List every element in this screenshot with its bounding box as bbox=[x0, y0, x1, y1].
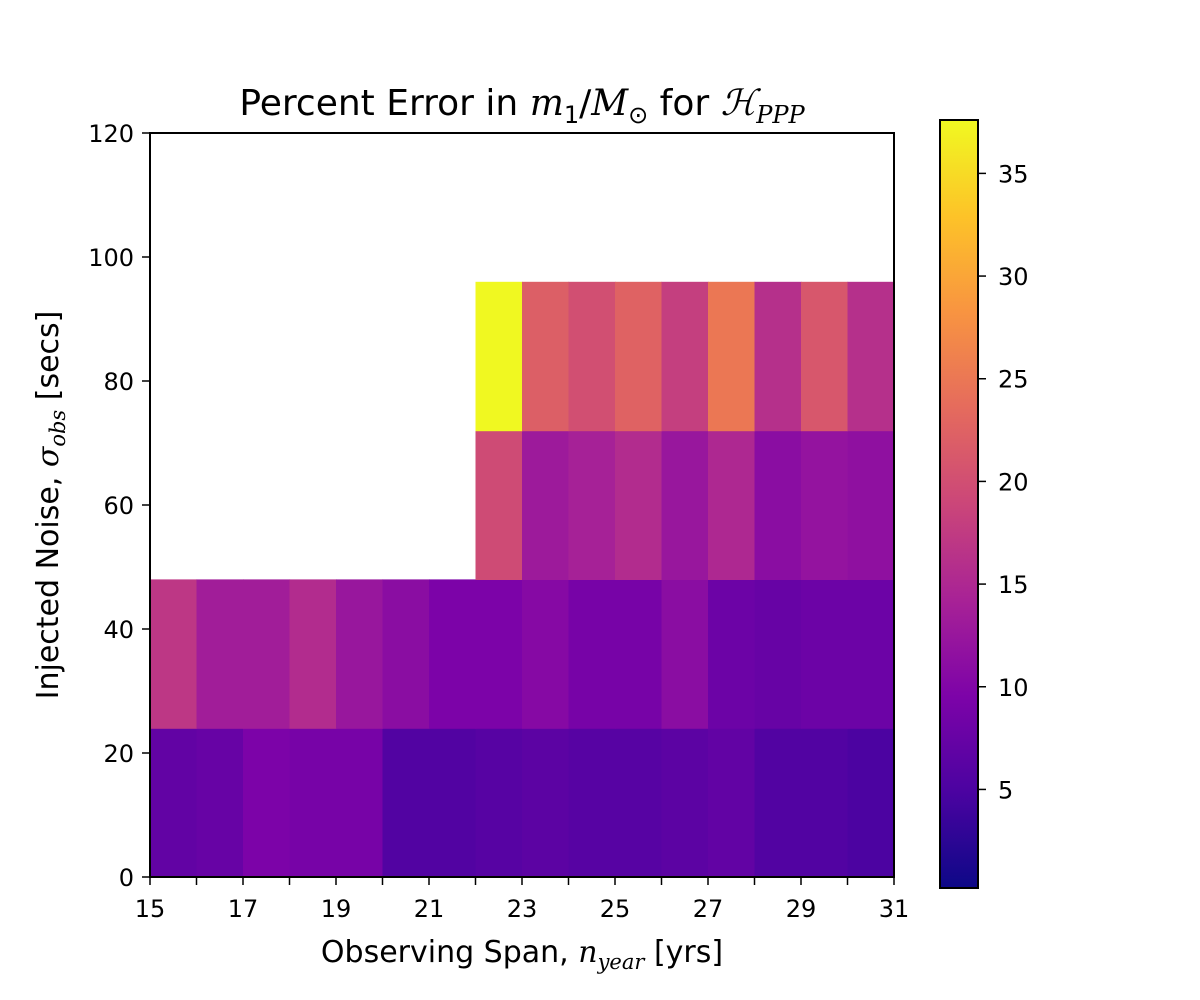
heatmap-cell-r0-c7 bbox=[475, 728, 523, 878]
heatmap-cell-r3-c3 bbox=[615, 281, 663, 432]
heatmap-cell-r2-c7 bbox=[801, 430, 849, 580]
x-tick-label: 27 bbox=[693, 895, 724, 923]
heatmap-cell-r3-c2 bbox=[568, 281, 616, 432]
y-axis-label: Injected Noise, σobs [secs] bbox=[31, 311, 70, 700]
colorbar-ticks: 5 10 15 20 25 30 35 bbox=[978, 160, 1029, 804]
heatmap-cell-r3-c5 bbox=[708, 281, 756, 432]
x-tick-label: 17 bbox=[228, 895, 259, 923]
y-tick-label: 0 bbox=[119, 864, 134, 892]
heatmap-cell-r1-c7 bbox=[475, 579, 523, 729]
heatmap-cell-r3-c8 bbox=[847, 281, 895, 432]
heatmap-cell-r1-c1 bbox=[196, 579, 244, 729]
x-tick-label: 31 bbox=[879, 895, 910, 923]
x-tick-label: 25 bbox=[600, 895, 631, 923]
heatmap-cell-r3-c0 bbox=[475, 281, 523, 432]
heatmap-cell-r1-c10 bbox=[615, 579, 663, 729]
heatmap-cells bbox=[150, 281, 895, 878]
chart-title: Percent Error in m1/M⊙ for ℋPPP bbox=[239, 83, 805, 129]
heatmap-cell-r0-c3 bbox=[289, 728, 337, 878]
y-tick-label: 40 bbox=[103, 616, 134, 644]
heatmap-cell-r2-c1 bbox=[522, 430, 570, 580]
y-tick-label: 80 bbox=[103, 368, 134, 396]
heatmap-cell-r2-c6 bbox=[754, 430, 802, 580]
x-tick-label: 29 bbox=[786, 895, 817, 923]
colorbar-tick-label: 25 bbox=[998, 366, 1029, 394]
colorbar-tick-label: 15 bbox=[998, 571, 1029, 599]
y-tick-label: 20 bbox=[103, 740, 134, 768]
heatmap-cell-r3-c4 bbox=[661, 281, 709, 432]
x-tick-label: 15 bbox=[135, 895, 166, 923]
heatmap-cell-r1-c6 bbox=[429, 579, 477, 729]
heatmap-cell-r1-c3 bbox=[289, 579, 337, 729]
x-tick-label: 19 bbox=[321, 895, 352, 923]
heatmap-cell-r2-c2 bbox=[568, 430, 616, 580]
heatmap-cell-r1-c14 bbox=[801, 579, 849, 729]
heatmap-cell-r0-c10 bbox=[615, 728, 663, 878]
y-tick-label: 120 bbox=[88, 120, 134, 148]
colorbar-tick-label: 30 bbox=[998, 263, 1029, 291]
heatmap-cell-r0-c5 bbox=[382, 728, 430, 878]
heatmap-cell-r2-c5 bbox=[708, 430, 756, 580]
x-axis: 15 17 19 21 23 25 27 29 31 bbox=[135, 877, 910, 923]
heatmap-cell-r0-c4 bbox=[336, 728, 384, 878]
x-tick-label: 23 bbox=[507, 895, 538, 923]
colorbar bbox=[939, 119, 979, 889]
y-axis: 0 20 40 60 80 100 120 bbox=[88, 120, 150, 892]
colorbar-tick-label: 5 bbox=[998, 776, 1013, 804]
heatmap-cell-r0-c11 bbox=[661, 728, 709, 878]
colorbar-tick-label: 10 bbox=[998, 674, 1029, 702]
colorbar-tick-label: 20 bbox=[998, 468, 1029, 496]
x-tick-label: 21 bbox=[414, 895, 445, 923]
heatmap-cell-r2-c3 bbox=[615, 430, 663, 580]
heatmap-cell-r3-c7 bbox=[801, 281, 849, 432]
heatmap-cell-r1-c0 bbox=[150, 579, 198, 729]
heatmap-cell-r3-c1 bbox=[522, 281, 570, 432]
heatmap-cell-r1-c9 bbox=[568, 579, 616, 729]
colorbar-tick-label: 35 bbox=[998, 160, 1029, 188]
heatmap-cell-r1-c5 bbox=[382, 579, 430, 729]
heatmap-cell-r0-c0 bbox=[150, 728, 198, 878]
heatmap-cell-r2-c4 bbox=[661, 430, 709, 580]
heatmap-cell-r2-c0 bbox=[475, 430, 523, 580]
heatmap-cell-r0-c8 bbox=[522, 728, 570, 878]
heatmap-cell-r1-c13 bbox=[754, 579, 802, 729]
heatmap-cell-r0-c9 bbox=[568, 728, 616, 878]
heatmap-cell-r2-c8 bbox=[847, 430, 895, 580]
heatmap-cell-r0-c12 bbox=[708, 728, 756, 878]
heatmap-cell-r1-c15 bbox=[847, 579, 895, 729]
heatmap-cell-r1-c2 bbox=[243, 579, 291, 729]
y-tick-label: 100 bbox=[88, 244, 134, 272]
heatmap-cell-r1-c4 bbox=[336, 579, 384, 729]
heatmap-cell-r1-c8 bbox=[522, 579, 570, 729]
heatmap-cell-r0-c1 bbox=[196, 728, 244, 878]
heatmap-cell-r0-c2 bbox=[243, 728, 291, 878]
heatmap-cell-r1-c11 bbox=[661, 579, 709, 729]
heatmap-cell-r3-c6 bbox=[754, 281, 802, 432]
heatmap-cell-r0-c13 bbox=[754, 728, 802, 878]
heatmap-cell-r0-c6 bbox=[429, 728, 477, 878]
y-tick-label: 60 bbox=[103, 492, 134, 520]
heatmap-cell-r0-c14 bbox=[801, 728, 849, 878]
heatmap-cell-r1-c12 bbox=[708, 579, 756, 729]
x-axis-label: Observing Span, nyear [yrs] bbox=[321, 935, 723, 974]
heatmap-cell-r0-c15 bbox=[847, 728, 895, 878]
